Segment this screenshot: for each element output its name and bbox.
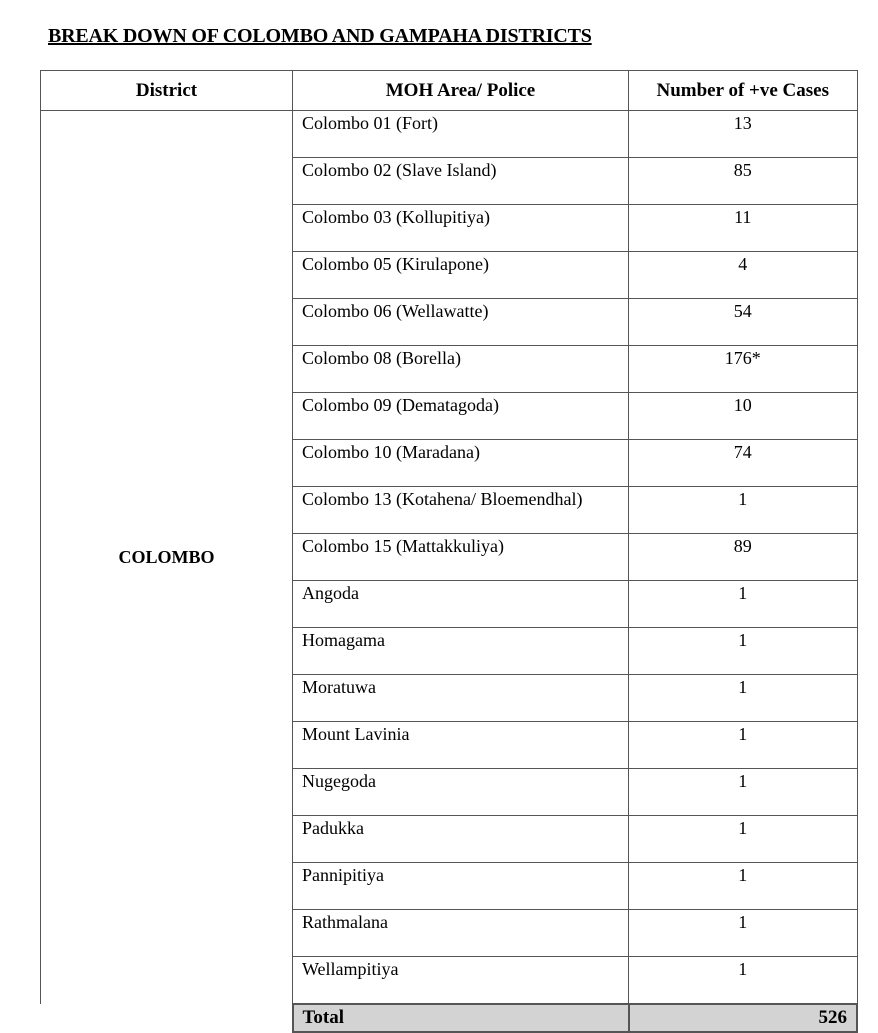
cases-cell: 1 (628, 580, 858, 628)
header-area: MOH Area/ Police (292, 70, 629, 111)
area-cell: Rathmalana (292, 909, 629, 957)
area-cell: Colombo 05 (Kirulapone) (292, 251, 629, 299)
area-cell: Colombo 13 (Kotahena/ Bloemendhal) (292, 486, 629, 534)
area-cell: Colombo 06 (Wellawatte) (292, 298, 629, 346)
cases-cell: 176* (628, 345, 858, 393)
cases-cell: 1 (628, 721, 858, 769)
area-cell: Padukka (292, 815, 629, 863)
cases-cell: 54 (628, 298, 858, 346)
table-row: Moratuwa 1 (41, 674, 858, 722)
cases-cell: 1 (628, 815, 858, 863)
table-row: Padukka 1 (41, 815, 858, 863)
total-label: Total (291, 1003, 630, 1033)
cases-cell: 85 (628, 157, 858, 205)
area-cell: Colombo 08 (Borella) (292, 345, 629, 393)
area-cell: Wellampitiya (292, 956, 629, 1005)
table-row: Homagama 1 (41, 627, 858, 675)
table-row: Nugegoda 1 (41, 768, 858, 816)
header-cases: Number of +ve Cases (628, 70, 858, 111)
cases-cell: 1 (628, 768, 858, 816)
cases-cell: 89 (628, 533, 858, 581)
area-cell: Colombo 03 (Kollupitiya) (292, 204, 629, 252)
area-cell: Colombo 09 (Dematagoda) (292, 392, 629, 440)
table-row: Colombo 09 (Dematagoda) 10 (41, 392, 858, 440)
table-row: Rathmalana 1 (41, 909, 858, 957)
area-cell: Mount Lavinia (292, 721, 629, 769)
area-cell: Moratuwa (292, 674, 629, 722)
cases-cell: 1 (628, 909, 858, 957)
area-cell: Colombo 15 (Mattakkuliya) (292, 533, 629, 581)
cases-cell: 10 (628, 392, 858, 440)
table-row: Pannipitiya 1 (41, 862, 858, 910)
table-row: Colombo 10 (Maradana) 74 (41, 439, 858, 487)
area-cell: Colombo 02 (Slave Island) (292, 157, 629, 205)
area-cell: Colombo 10 (Maradana) (292, 439, 629, 487)
table-row: Angoda 1 (41, 580, 858, 628)
table-row: Mount Lavinia 1 (41, 721, 858, 769)
table-row: Colombo 06 (Wellawatte) 54 (41, 298, 858, 346)
cases-cell: 1 (628, 862, 858, 910)
area-cell: Pannipitiya (292, 862, 629, 910)
table-row: Colombo 03 (Kollupitiya) 11 (41, 204, 858, 252)
cases-cell: 1 (628, 674, 858, 722)
total-row: Total 526 (40, 1003, 858, 1033)
cases-cell: 1 (628, 627, 858, 675)
area-cell: Homagama (292, 627, 629, 675)
area-cell: Colombo 01 (Fort) (292, 110, 629, 158)
cases-table: District MOH Area/ Police Number of +ve … (40, 70, 858, 1033)
area-cell: Nugegoda (292, 768, 629, 816)
cases-cell: 11 (628, 204, 858, 252)
total-value: 526 (627, 1003, 858, 1033)
table-row: Colombo 02 (Slave Island) 85 (41, 157, 858, 205)
table-row: Colombo 15 (Mattakkuliya) 89 (41, 533, 858, 581)
table-header-row: District MOH Area/ Police Number of +ve … (40, 70, 858, 111)
table-row: Colombo 08 (Borella) 176* (41, 345, 858, 393)
cases-cell: 74 (628, 439, 858, 487)
document-title: BREAK DOWN OF COLOMBO AND GAMPAHA DISTRI… (48, 25, 592, 47)
header-district: District (40, 70, 293, 111)
cases-cell: 1 (628, 956, 858, 1005)
district-cell: COLOMBO (40, 110, 293, 1004)
cases-cell: 4 (628, 251, 858, 299)
area-cell: Angoda (292, 580, 629, 628)
table-row: COLOMBO Colombo 01 (Fort) 13 (40, 110, 858, 1004)
cases-cell: 1 (628, 486, 858, 534)
table-row: Colombo 05 (Kirulapone) 4 (41, 251, 858, 299)
cases-cell: 13 (628, 110, 858, 158)
